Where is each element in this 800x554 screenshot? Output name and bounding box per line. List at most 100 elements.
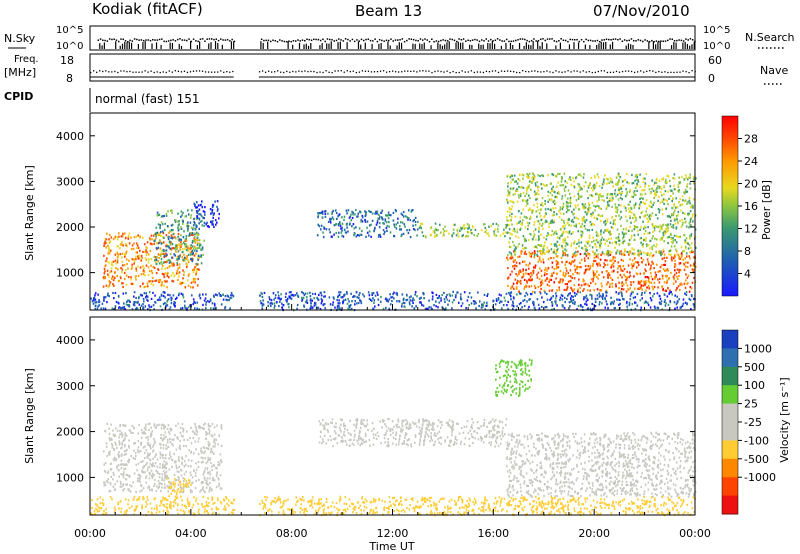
power-cell xyxy=(559,208,561,211)
power-cell xyxy=(160,253,162,256)
power-cell xyxy=(195,263,198,266)
power-cell xyxy=(509,214,511,217)
power-cell xyxy=(110,270,113,273)
power-cell xyxy=(585,254,588,257)
nave-point xyxy=(588,70,590,73)
power-cell xyxy=(688,222,691,225)
nave-point xyxy=(682,70,684,72)
power-cell xyxy=(204,206,206,209)
power-cell xyxy=(595,298,597,301)
power-cell xyxy=(608,251,611,254)
power-cell xyxy=(510,295,512,298)
power-cell xyxy=(213,295,215,298)
power-cell xyxy=(194,241,197,244)
velocity-cell xyxy=(176,470,179,473)
power-cell xyxy=(685,190,687,193)
power-cell xyxy=(602,293,604,296)
power-cell xyxy=(177,250,180,253)
power-cell xyxy=(634,204,637,207)
power-cell xyxy=(150,234,153,237)
power-cell xyxy=(628,275,630,279)
power-cell xyxy=(580,284,583,287)
power-cell xyxy=(520,270,522,273)
power-cell xyxy=(506,194,509,197)
power-cell xyxy=(588,234,591,237)
velocity-cell xyxy=(190,442,193,445)
nave-point xyxy=(425,70,427,72)
velocity-cell xyxy=(149,462,152,465)
power-cell xyxy=(178,239,181,242)
power-cell xyxy=(510,208,513,211)
power-cell xyxy=(192,247,195,251)
power-cell xyxy=(600,242,603,245)
power-cell xyxy=(554,244,556,247)
power-cell xyxy=(588,254,591,257)
velocity-cell xyxy=(144,445,146,448)
nave-point xyxy=(201,70,204,72)
power-cell xyxy=(612,185,614,188)
power-cell xyxy=(692,204,694,207)
power-cell xyxy=(675,226,678,229)
power-cell xyxy=(684,241,686,244)
power-cell xyxy=(678,257,681,260)
power-cell xyxy=(579,286,581,289)
power-cell xyxy=(388,298,391,301)
power-cell xyxy=(260,291,262,294)
power-cell xyxy=(196,243,199,246)
power-cell xyxy=(564,283,567,286)
power-cell xyxy=(574,255,577,258)
power-cell xyxy=(641,288,643,291)
power-cell xyxy=(659,201,662,204)
power-cell xyxy=(471,224,474,228)
power-cell xyxy=(229,307,231,310)
power-cell xyxy=(592,263,594,266)
power-cell xyxy=(608,274,611,277)
power-cell xyxy=(564,252,566,255)
power-cell xyxy=(477,232,480,236)
power-cell xyxy=(569,300,572,303)
power-cell xyxy=(653,229,656,232)
nsearch-point xyxy=(630,38,633,40)
power-cell xyxy=(155,235,157,238)
power-cell xyxy=(368,209,370,213)
power-cell xyxy=(107,292,109,295)
power-cell xyxy=(572,290,574,293)
power-cell xyxy=(667,287,669,290)
power-cell xyxy=(561,207,564,211)
nsearch-point xyxy=(267,39,270,42)
power-cell xyxy=(407,218,409,221)
power-cell xyxy=(640,241,642,244)
power-cell xyxy=(644,192,647,196)
nave-point xyxy=(464,71,466,73)
velocity-cell xyxy=(121,463,124,466)
power-cell xyxy=(513,264,515,267)
power-cell xyxy=(607,307,609,310)
power-cell xyxy=(274,296,277,299)
power-cell xyxy=(189,232,191,235)
power-cell xyxy=(101,302,104,305)
power-cell xyxy=(498,301,501,304)
power-cell xyxy=(512,178,515,181)
power-cell xyxy=(617,174,620,177)
power-cell xyxy=(551,303,554,306)
velocity-cell xyxy=(207,456,210,460)
power-cell xyxy=(345,209,348,212)
power-cell xyxy=(653,285,656,289)
power-cell xyxy=(92,302,95,305)
power-cell xyxy=(165,305,167,308)
power-cell xyxy=(175,244,177,247)
nave-point xyxy=(204,71,207,73)
power-cell xyxy=(588,236,591,240)
power-cell xyxy=(152,291,154,294)
nave-point xyxy=(391,70,394,72)
power-cell xyxy=(386,299,388,302)
power-cell xyxy=(184,238,187,241)
power-cell xyxy=(127,237,130,240)
power-cell xyxy=(645,210,647,213)
power-cell xyxy=(611,301,613,304)
power-cell xyxy=(588,206,590,209)
power-cell xyxy=(193,254,196,257)
nave-point xyxy=(198,70,201,72)
power-cell xyxy=(537,285,540,289)
velocity-cell xyxy=(179,431,182,434)
